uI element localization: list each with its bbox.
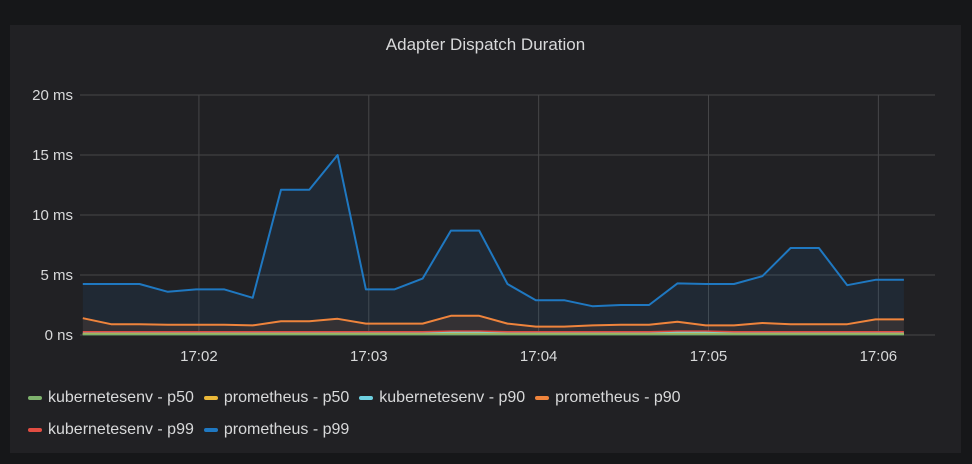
y-tick-label: 10 ms	[32, 207, 73, 224]
chart-panel: Adapter Dispatch Duration	[10, 25, 961, 453]
series-line-prometheus-p90	[82, 314, 904, 328]
legend-item[interactable]: kubernetesenv - p99	[28, 414, 194, 446]
legend-item[interactable]: prometheus - p50	[203, 382, 350, 414]
x-tick-label: 17:06	[860, 348, 898, 365]
legend-swatch	[28, 396, 42, 400]
legend-swatch	[203, 428, 218, 432]
legend-label: kubernetesenv - p90	[379, 389, 526, 406]
legend-swatch	[203, 396, 218, 400]
legend-swatch	[535, 396, 550, 400]
y-tick-label: 0 ns	[45, 327, 73, 344]
x-tick-label: 17:02	[180, 348, 218, 365]
series-area-prometheus-p99	[82, 155, 904, 335]
chart-title: Adapter Dispatch Duration	[385, 35, 586, 54]
x-tick-label: 17:03	[350, 348, 388, 365]
x-tick-label: 17:05	[690, 348, 728, 365]
y-tick-label: 15 ms	[32, 147, 73, 164]
legend-item[interactable]: prometheus - p99	[203, 414, 350, 446]
legend-label: prometheus - p99	[223, 421, 350, 438]
legend-label: kubernetesenv - p50	[48, 389, 194, 406]
legend-swatch	[28, 428, 42, 432]
y-tick-label: 20 ms	[32, 87, 73, 104]
series-area-prometheus-p90	[82, 315, 904, 335]
legend: kubernetesenv - p50 prometheus - p50 kuber…	[28, 382, 828, 446]
x-tick-label: 17:04	[520, 348, 558, 365]
y-tick-label: 5 ms	[40, 267, 73, 284]
legend-label: prometheus - p50	[223, 389, 350, 406]
legend-item[interactable]: kubernetesenv - p50	[28, 382, 194, 414]
legend-item[interactable]: prometheus - p90	[535, 382, 681, 414]
series-line-kubernetesenv-p99	[82, 330, 904, 333]
legend-label: prometheus - p90	[555, 389, 681, 406]
legend-label: kubernetesenv - p99	[48, 421, 194, 438]
legend-swatch	[359, 396, 374, 400]
legend-item[interactable]: kubernetesenv - p90	[359, 382, 525, 414]
series-line-prometheus-p99	[82, 154, 904, 308]
